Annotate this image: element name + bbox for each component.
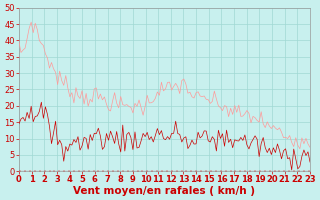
X-axis label: Vent moyen/en rafales ( km/h ): Vent moyen/en rafales ( km/h ) (74, 186, 255, 196)
